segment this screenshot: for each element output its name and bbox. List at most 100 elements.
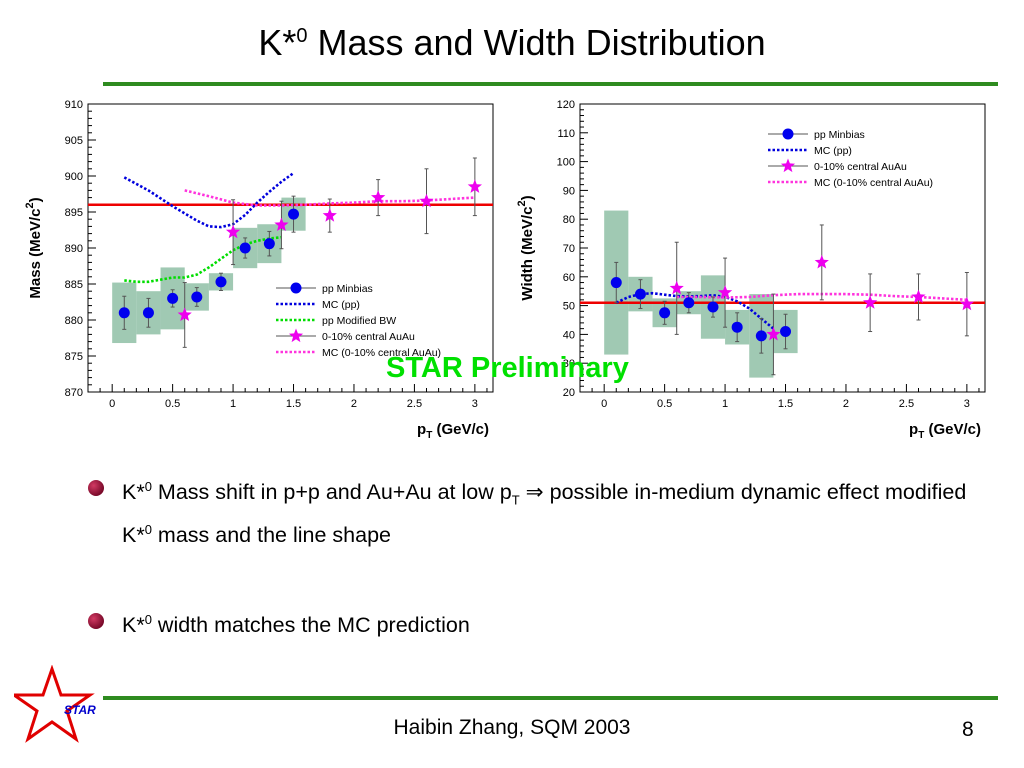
- legend-entry: MC (pp): [768, 145, 852, 157]
- legend-entry: pp Modified BW: [276, 315, 396, 327]
- data-point-star: [911, 289, 926, 303]
- data-point-circle: [707, 301, 719, 313]
- data-point-circle: [731, 321, 743, 333]
- legend-label: 0-10% central AuAu: [814, 161, 907, 173]
- curve-mc-pp-: [123, 172, 295, 229]
- y-axis-title-main: Width (MeV/c: [519, 207, 536, 301]
- x-tick-label: 1: [722, 398, 728, 410]
- data-point-star: [371, 190, 386, 204]
- y-axis-title-sup: 2: [516, 200, 528, 206]
- data-point-star: [814, 254, 829, 269]
- legend-marker-star: [288, 328, 304, 343]
- legend-marker-circle: [782, 128, 794, 140]
- data-point-circle: [288, 208, 300, 220]
- data-point-circle: [215, 276, 227, 288]
- data-point-circle: [239, 242, 251, 254]
- legend-label: MC (0-10% central AuAu): [814, 177, 933, 189]
- mass-chart: 870 875 880 885 890 895 900 905 910 0 0.5 1 1.5 2 2.5 3…: [24, 99, 494, 441]
- data-point-star: [322, 208, 337, 222]
- x-axis-title-main: p: [909, 421, 918, 438]
- legend-marker-circle: [290, 282, 302, 294]
- legend-label: pp Modified BW: [322, 315, 396, 327]
- data-point-star: [669, 280, 684, 295]
- x-axis-title-sub: T: [918, 430, 924, 441]
- x-axis-title: pT (GeV/c): [909, 421, 981, 441]
- slide-title: K*0 Mass and Width Distribution: [258, 22, 766, 63]
- y-axis-title-sup: 2: [24, 202, 36, 208]
- y-tick-label: 20: [563, 387, 575, 399]
- legend-label: MC (pp): [814, 145, 852, 157]
- legend-entry: pp Minbias: [276, 282, 373, 295]
- y-tick-label: 70: [563, 243, 575, 255]
- legend-label: 0-10% central AuAu: [322, 331, 415, 343]
- legend-label: MC (0-10% central AuAu): [322, 347, 441, 359]
- bullet-dot-icon: [88, 480, 104, 496]
- star-logo: STAR: [14, 665, 96, 743]
- y-axis-title-main: Mass (MeV/c: [27, 209, 44, 299]
- y-tick-label: 110: [557, 128, 575, 140]
- bullet-width-match: K*0 width matches the MC prediction: [88, 605, 988, 640]
- x-axis-title-rest: (GeV/c): [924, 421, 981, 438]
- star-logo-icon: [14, 665, 95, 743]
- y-tick-label: 900: [65, 171, 83, 183]
- x-tick-label: 1: [230, 398, 236, 410]
- bullet-list: K*0 Mass shift in p+p and Au+Au at low p…: [88, 472, 988, 640]
- data-point-circle: [263, 238, 275, 250]
- data-point-circle: [118, 307, 130, 319]
- data-point-star: [225, 224, 241, 239]
- x-axis-title-sub: T: [426, 430, 432, 441]
- y-tick-label: 30: [563, 358, 575, 370]
- legend-entry: 0-10% central AuAu: [276, 328, 415, 343]
- x-tick-label: 1.5: [286, 398, 301, 410]
- bullet-mass-shift: K*0 Mass shift in p+p and Au+Au at low p…: [88, 472, 988, 551]
- legend-label: MC (pp): [322, 299, 360, 311]
- x-tick-label: 3: [472, 398, 478, 410]
- x-tick-label: 2: [843, 398, 849, 410]
- data-point-circle: [142, 307, 154, 319]
- x-tick-label: 0: [601, 398, 607, 410]
- y-tick-label: 895: [65, 207, 83, 219]
- legend-entry: MC (0-10% central AuAu): [768, 177, 933, 189]
- x-tick-label: 1.5: [778, 398, 793, 410]
- y-tick-label: 120: [557, 99, 575, 111]
- legend-entry: MC (0-10% central AuAu): [276, 347, 441, 359]
- y-tick-label: 90: [563, 185, 575, 197]
- x-tick-label: 2: [351, 398, 357, 410]
- data-point-star: [959, 296, 974, 311]
- data-point-star: [766, 326, 781, 341]
- x-tick-label: 0.5: [165, 398, 180, 410]
- star-logo-text: STAR: [64, 703, 96, 717]
- y-tick-label: 875: [65, 351, 83, 363]
- width-chart: 20 30 40 50 60 70 80 90 100 110 120 0 0.5 1 1.5 2 2.5 3 Wi…: [516, 99, 986, 441]
- y-axis-title: Mass (MeV/c2): [24, 197, 44, 298]
- x-axis-title: pT (GeV/c): [417, 421, 489, 441]
- data-point-circle: [780, 326, 792, 338]
- data-point-circle: [610, 277, 622, 289]
- footer-text: Haibin Zhang, SQM 2003: [393, 716, 631, 739]
- y-tick-label: 40: [563, 329, 575, 341]
- x-tick-label: 0: [109, 398, 115, 410]
- legend-entry: pp Minbias: [768, 128, 865, 141]
- data-point-circle: [634, 288, 646, 300]
- data-point-star: [863, 295, 878, 309]
- y-tick-label: 910: [65, 99, 83, 111]
- bottom-rule: [103, 696, 998, 700]
- legend-entry: 0-10% central AuAu: [768, 158, 907, 173]
- y-tick-label: 80: [563, 214, 575, 226]
- data-point-circle: [167, 292, 179, 304]
- y-tick-label: 885: [65, 279, 83, 291]
- x-tick-label: 3: [964, 398, 970, 410]
- y-tick-label: 870: [65, 387, 83, 399]
- data-point-circle: [755, 330, 767, 342]
- y-tick-label: 50: [563, 301, 575, 313]
- page-number: 8: [962, 718, 974, 741]
- x-tick-label: 0.5: [657, 398, 672, 410]
- bullet-dot-icon: [88, 612, 104, 629]
- data-point-star: [274, 217, 289, 231]
- data-point-star: [419, 193, 434, 208]
- legend-marker-star: [780, 158, 796, 173]
- curve-pp-modified-bw: [124, 235, 282, 284]
- y-axis-title-close: ): [519, 195, 536, 200]
- data-point-star: [177, 307, 192, 321]
- x-tick-label: 2.5: [407, 398, 422, 410]
